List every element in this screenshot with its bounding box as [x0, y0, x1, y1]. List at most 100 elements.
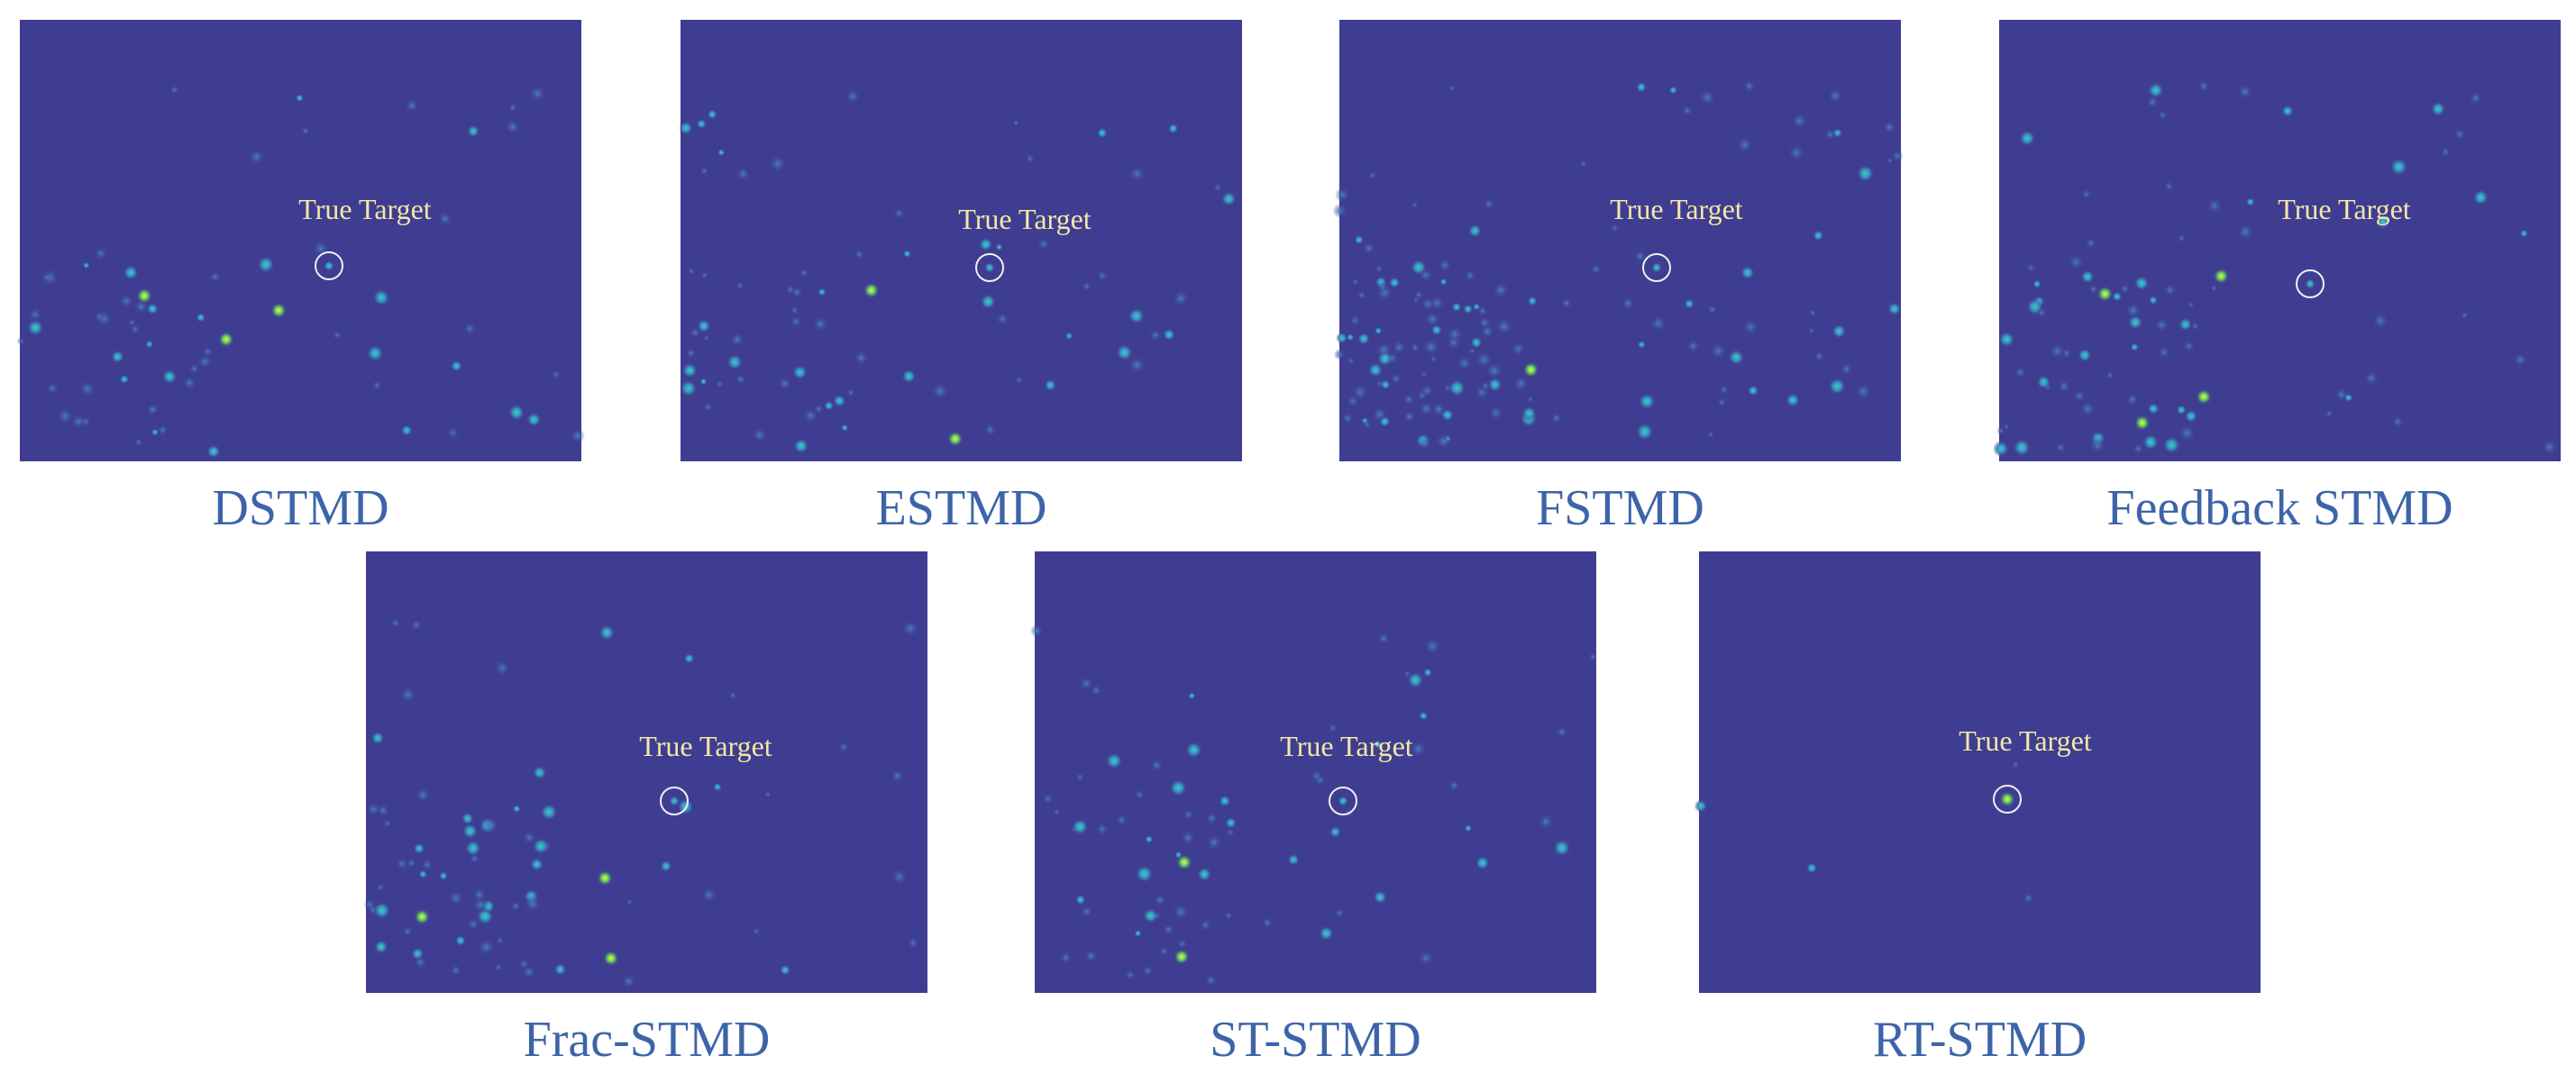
response-spot	[777, 376, 792, 391]
response-spot	[1430, 324, 1443, 336]
response-spot	[1439, 278, 1448, 286]
response-spot	[1410, 259, 1427, 276]
response-spot	[2245, 197, 2255, 207]
response-spot	[1521, 405, 1537, 422]
response-spot	[1199, 918, 1212, 932]
response-spot	[679, 121, 693, 135]
response-spot	[1096, 269, 1109, 282]
response-spot	[728, 690, 738, 700]
response-spot	[1526, 396, 1534, 404]
response-spot	[845, 88, 861, 105]
response-spot	[540, 803, 558, 821]
response-spot	[1438, 259, 1452, 272]
response-spot	[1728, 349, 1745, 366]
response-spot	[111, 350, 124, 364]
response-spot	[2089, 437, 2106, 454]
response-spot	[1128, 307, 1145, 324]
response-spot	[1709, 341, 1728, 360]
response-spot	[2163, 283, 2177, 297]
response-spot	[363, 898, 377, 911]
heatmap	[1699, 551, 2261, 993]
response-spot	[833, 394, 846, 407]
response-spot	[410, 619, 423, 632]
response-spot	[466, 124, 480, 138]
response-spot	[863, 282, 880, 299]
response-spot	[1560, 296, 1573, 309]
response-spot	[1512, 375, 1530, 393]
response-spot	[406, 858, 417, 869]
response-spot	[530, 857, 544, 871]
panel: True Target	[1694, 551, 2261, 993]
response-spot	[2080, 269, 2095, 284]
response-spot	[438, 871, 449, 881]
response-spot	[702, 334, 710, 342]
response-spot	[1468, 347, 1476, 355]
response-spot	[461, 823, 479, 840]
response-spot	[396, 857, 408, 870]
response-spot	[1163, 328, 1175, 341]
response-spot	[2142, 433, 2160, 450]
response-spot	[2440, 146, 2452, 158]
target-circle	[660, 787, 689, 815]
response-spot	[2147, 402, 2160, 415]
response-spot	[846, 388, 855, 397]
response-spot	[1435, 432, 1453, 450]
response-spot	[1621, 296, 1636, 311]
response-spot	[2148, 296, 2158, 305]
response-spot	[1096, 127, 1108, 139]
response-spot	[931, 382, 949, 400]
response-spot	[1287, 853, 1300, 866]
response-spot	[597, 869, 614, 887]
response-spot	[717, 149, 726, 157]
response-spot	[161, 369, 178, 385]
response-spot	[1319, 925, 1334, 942]
response-spot	[196, 353, 213, 369]
response-spot	[373, 901, 391, 920]
response-spot	[151, 428, 160, 436]
response-spot	[1163, 924, 1174, 935]
response-spot	[1349, 314, 1361, 326]
response-spot	[1742, 79, 1756, 93]
response-spot	[1685, 339, 1701, 354]
response-spot	[1477, 315, 1492, 330]
response-spot	[373, 940, 388, 954]
target-spot	[984, 262, 995, 273]
response-spot	[2178, 423, 2197, 442]
panel: True Target	[1332, 20, 1904, 461]
response-spot	[1448, 84, 1457, 93]
response-spot	[840, 423, 849, 432]
response-spot	[1411, 201, 1419, 209]
response-spot	[1346, 332, 1355, 341]
response-spot	[2389, 158, 2408, 176]
response-spot	[2236, 223, 2255, 241]
annotation: True Target	[639, 730, 772, 762]
response-spot	[1128, 165, 1146, 183]
response-spot	[70, 414, 87, 430]
response-spot	[46, 382, 59, 396]
response-spot	[1357, 290, 1367, 300]
response-spot	[1694, 799, 1708, 813]
response-spot	[1367, 170, 1377, 180]
response-spot	[683, 652, 695, 664]
response-spot	[1105, 752, 1123, 769]
response-spot	[2060, 348, 2072, 359]
response-spot	[467, 917, 480, 931]
panel-label: DSTMD	[212, 480, 388, 536]
target-spot	[324, 260, 334, 271]
response-spot	[1142, 965, 1154, 977]
response-spot	[1840, 362, 1853, 376]
response-spot	[2128, 314, 2143, 330]
response-spot	[2112, 291, 2123, 302]
response-spot	[1590, 263, 1602, 275]
response-spot	[1204, 974, 1218, 987]
response-spot	[1882, 120, 1896, 134]
response-spot	[2157, 110, 2169, 121]
response-spot	[2106, 370, 2115, 380]
response-spot	[1484, 361, 1503, 380]
response-spot	[1494, 317, 1513, 336]
response-spot	[526, 412, 542, 427]
response-spot	[1080, 905, 1093, 918]
response-spot	[507, 404, 525, 422]
annotation: True Target	[1610, 193, 1743, 225]
